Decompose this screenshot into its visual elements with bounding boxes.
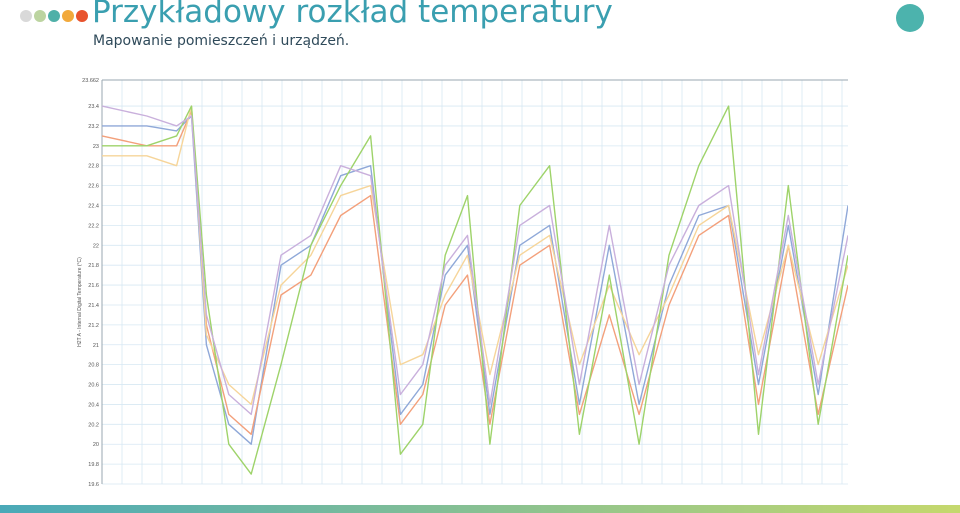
y-tick-label: 23.662 bbox=[82, 78, 99, 84]
dot-4 bbox=[62, 10, 74, 22]
dot-3 bbox=[48, 10, 60, 22]
series-line-5 bbox=[101, 105, 849, 416]
series-line-3 bbox=[102, 105, 849, 406]
bottom-gradient-bar bbox=[0, 505, 960, 513]
y-tick-label: 23.2 bbox=[88, 124, 99, 130]
y-tick-label: 21.4 bbox=[88, 303, 99, 309]
decorative-circle bbox=[896, 4, 924, 32]
dot-2 bbox=[34, 10, 46, 22]
series-line-4 bbox=[102, 105, 849, 475]
dot-5 bbox=[76, 10, 88, 22]
y-tick-label: 20 bbox=[93, 442, 99, 448]
y-tick-label: 19.6 bbox=[88, 482, 99, 488]
chart-series bbox=[101, 105, 849, 475]
y-tick-label: 19.8 bbox=[88, 462, 99, 468]
y-tick-label: 22.2 bbox=[88, 223, 99, 229]
temperature-chart: 23.662 23.4 23.2 23 22.8 22.6 22.4 22.2 22 21.8 21… bbox=[72, 72, 849, 488]
y-tick-label: 21.2 bbox=[88, 323, 99, 329]
dot-1 bbox=[20, 10, 32, 22]
y-tick-label: 20.6 bbox=[88, 383, 99, 389]
y-tick-label: 21 bbox=[93, 343, 99, 349]
y-tick-label: 21.8 bbox=[88, 263, 99, 269]
y-tick-label: 22.4 bbox=[88, 204, 99, 210]
chart-background bbox=[72, 72, 848, 488]
y-tick-label: 20.2 bbox=[88, 422, 99, 428]
y-tick-label: 20.8 bbox=[88, 363, 99, 369]
y-axis-label: H2T A - Internal Digital Temperature (°C… bbox=[77, 257, 83, 347]
y-tick-label: 22.8 bbox=[88, 164, 99, 170]
y-tick-label: 23 bbox=[93, 144, 99, 150]
chart-svg: 23.662 23.4 23.2 23 22.8 22.6 22.4 22.2 22 21.8 21… bbox=[72, 72, 849, 488]
y-tick-label: 23.4 bbox=[88, 104, 99, 110]
y-tick-label: 22 bbox=[93, 243, 99, 249]
y-tick-label: 22.6 bbox=[88, 184, 99, 190]
decorative-dots bbox=[20, 10, 88, 22]
page-title: Przykładowy rozkład temperatury bbox=[92, 0, 613, 30]
y-tick-label: 20.4 bbox=[88, 402, 99, 408]
y-tick-label: 21.6 bbox=[88, 283, 99, 289]
series-line-1 bbox=[102, 115, 849, 445]
page-subtitle: Mapowanie pomieszczeń i urządzeń. bbox=[93, 33, 350, 49]
y-ticks: 23.662 23.4 23.2 23 22.8 22.6 22.4 22.2 22 21.8 21… bbox=[82, 78, 99, 488]
